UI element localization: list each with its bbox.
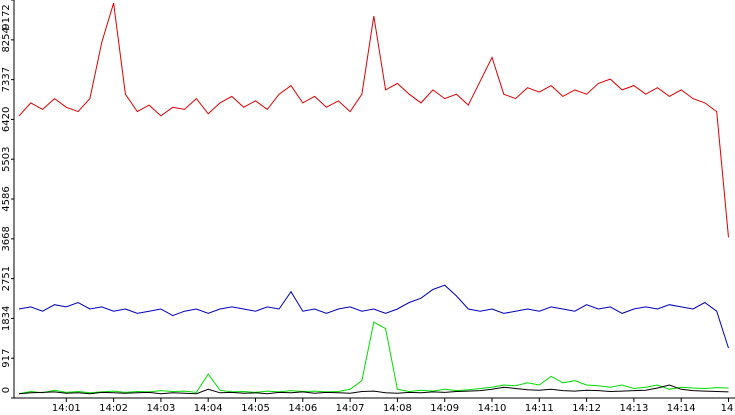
y-tick-label: 5503 [1, 146, 12, 171]
series-line [18, 284, 729, 349]
y-tick-label: 8254 [1, 27, 12, 52]
x-tick-label: 14:14 [667, 403, 696, 414]
y-tick-label: 3668 [1, 226, 12, 251]
series-line [18, 2, 729, 238]
y-tick-label: 6420 [1, 107, 12, 132]
x-tick-label: 14:07 [336, 403, 365, 414]
x-tick-label: 14 [721, 403, 734, 414]
y-tick-label: 1834 [1, 306, 12, 331]
y-tick-label: 917 [1, 349, 12, 368]
x-tick-label: 14:06 [288, 403, 317, 414]
x-tick-label: 14:01 [52, 403, 81, 414]
x-tick-label: 14:04 [194, 403, 223, 414]
y-tick-label: 9172 [1, 4, 12, 29]
x-tick-label: 14:11 [525, 403, 554, 414]
x-tick-label: 14:09 [430, 403, 459, 414]
y-tick-label: 2751 [1, 266, 12, 291]
y-tick-label: 4586 [1, 186, 12, 211]
y-tick-label: 7337 [1, 67, 12, 92]
x-tick-label: 14:12 [572, 403, 601, 414]
x-tick-label: 14:03 [146, 403, 175, 414]
y-tick-label: 0 [1, 387, 12, 393]
series-line [18, 384, 729, 395]
series-line [18, 321, 729, 395]
x-tick-label: 14:05 [241, 403, 270, 414]
x-tick-label: 14:08 [383, 403, 412, 414]
x-tick-label: 14:13 [619, 403, 648, 414]
x-tick-label: 14:10 [478, 403, 507, 414]
x-tick-label: 14:02 [99, 403, 128, 414]
